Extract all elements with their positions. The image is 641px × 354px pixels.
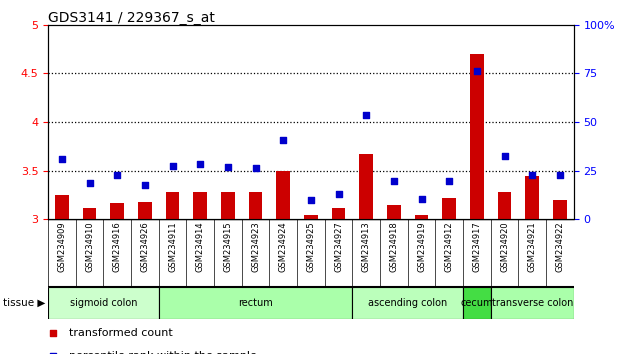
Text: sigmoid colon: sigmoid colon <box>70 298 137 308</box>
Bar <box>48 287 159 319</box>
Bar <box>138 202 152 219</box>
Text: GDS3141 / 229367_s_at: GDS3141 / 229367_s_at <box>48 11 215 25</box>
Bar <box>83 208 97 219</box>
Text: GSM234925: GSM234925 <box>306 222 315 272</box>
Text: GSM234914: GSM234914 <box>196 222 204 272</box>
Text: transverse colon: transverse colon <box>492 298 573 308</box>
Text: GSM234916: GSM234916 <box>113 222 122 272</box>
Point <box>195 161 205 167</box>
Point <box>333 191 344 197</box>
Point <box>251 165 261 171</box>
Bar <box>415 215 428 219</box>
Point <box>57 156 67 162</box>
Bar <box>553 200 567 219</box>
Text: GSM234918: GSM234918 <box>389 222 398 272</box>
Text: cecum: cecum <box>461 298 493 308</box>
Point <box>499 153 510 159</box>
Point <box>527 172 537 177</box>
Text: GSM234920: GSM234920 <box>500 222 509 272</box>
Bar <box>331 208 345 219</box>
Bar <box>463 287 491 319</box>
Text: GSM234924: GSM234924 <box>279 222 288 272</box>
Bar <box>470 54 484 219</box>
Point <box>417 196 427 202</box>
Point <box>140 183 150 188</box>
Text: GSM234927: GSM234927 <box>334 222 343 272</box>
Text: percentile rank within the sample: percentile rank within the sample <box>69 351 257 354</box>
Bar <box>110 203 124 219</box>
Bar <box>221 192 235 219</box>
Text: GSM234910: GSM234910 <box>85 222 94 272</box>
Text: GSM234915: GSM234915 <box>224 222 233 272</box>
Bar <box>249 192 262 219</box>
Text: GSM234917: GSM234917 <box>472 222 481 272</box>
Point <box>554 172 565 177</box>
Text: GSM234923: GSM234923 <box>251 222 260 272</box>
Point <box>444 178 454 183</box>
Point <box>48 353 58 354</box>
Bar <box>497 192 512 219</box>
Point <box>167 163 178 169</box>
Point <box>388 178 399 183</box>
Text: GSM234921: GSM234921 <box>528 222 537 272</box>
Text: GSM234913: GSM234913 <box>362 222 370 272</box>
Bar <box>442 198 456 219</box>
Text: rectum: rectum <box>238 298 273 308</box>
Bar <box>360 154 373 219</box>
Bar <box>525 176 539 219</box>
Bar <box>387 205 401 219</box>
Point <box>361 113 371 118</box>
Bar <box>194 192 207 219</box>
Point <box>48 330 58 336</box>
Bar <box>165 192 179 219</box>
Point <box>306 197 316 203</box>
Bar <box>353 287 463 319</box>
Point <box>278 137 288 142</box>
Text: transformed count: transformed count <box>69 328 173 338</box>
Point <box>85 181 95 186</box>
Text: GSM234912: GSM234912 <box>445 222 454 272</box>
Bar <box>276 171 290 219</box>
Text: GSM234926: GSM234926 <box>140 222 149 272</box>
Bar <box>304 215 318 219</box>
Text: tissue ▶: tissue ▶ <box>3 298 46 308</box>
Text: GSM234911: GSM234911 <box>168 222 177 272</box>
Point <box>472 68 482 73</box>
Point <box>112 172 122 177</box>
Bar <box>159 287 353 319</box>
Text: GSM234919: GSM234919 <box>417 222 426 272</box>
Text: GSM234922: GSM234922 <box>555 222 564 272</box>
Point <box>223 164 233 170</box>
Text: ascending colon: ascending colon <box>368 298 447 308</box>
Bar <box>55 195 69 219</box>
Text: GSM234909: GSM234909 <box>58 222 67 272</box>
Bar <box>491 287 574 319</box>
